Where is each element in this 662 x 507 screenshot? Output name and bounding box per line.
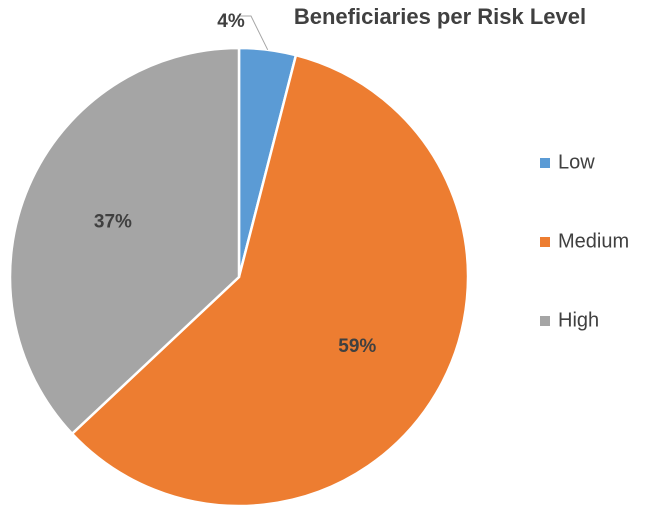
legend-label: Medium — [558, 230, 629, 252]
chart-title: Beneficiaries per Risk Level — [294, 4, 586, 29]
legend-swatch — [540, 316, 550, 326]
data-label: 4% — [217, 11, 245, 32]
legend-swatch — [540, 158, 550, 168]
pie-slice — [70, 53, 470, 507]
data-label: 59% — [338, 336, 376, 357]
legend-swatch — [540, 237, 550, 247]
legend-label: Low — [558, 151, 595, 173]
pie-slice — [8, 46, 241, 436]
data-label: 37% — [94, 211, 132, 232]
leader-line — [237, 15, 269, 51]
legend-label: High — [558, 309, 599, 331]
